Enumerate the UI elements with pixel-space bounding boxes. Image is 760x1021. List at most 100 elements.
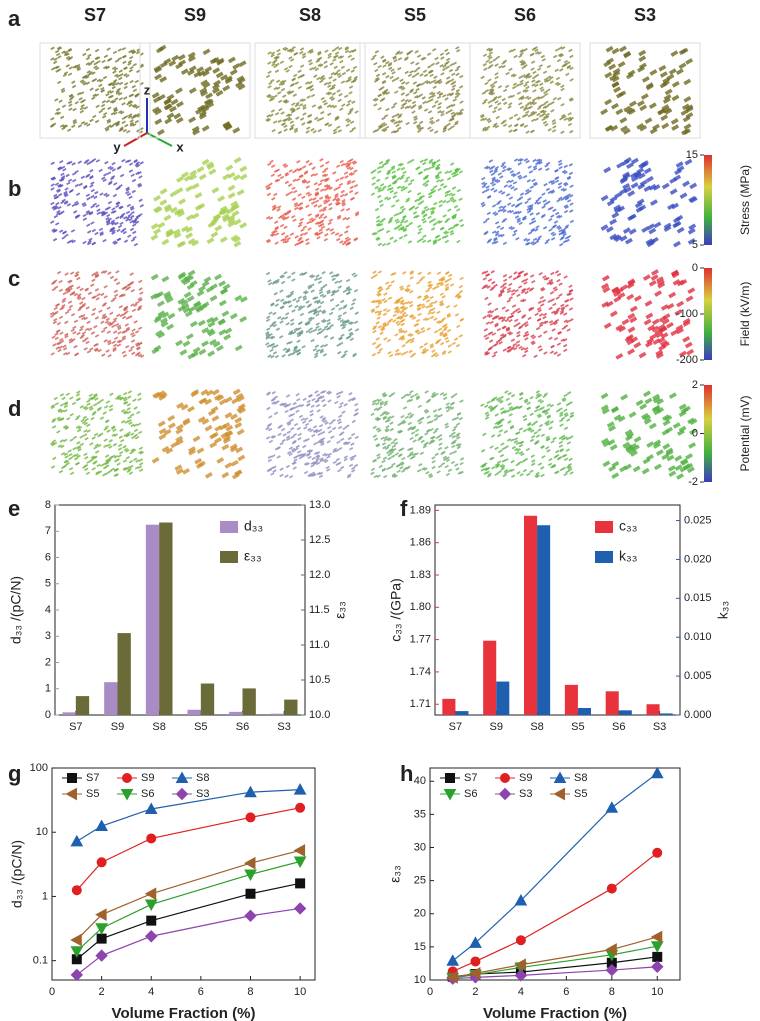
cloud-dot [306,95,311,99]
cloud-dot [126,431,131,435]
column-label: S5 [404,5,426,25]
cloud-dot [325,465,330,470]
cloud-dot [59,124,65,128]
cloud-dot [77,307,82,312]
cube-cloud [359,42,471,139]
cloud-dot [58,409,63,413]
cloud-dot [334,115,340,120]
cloud-dot [521,279,526,283]
cloud-dot [426,420,432,425]
cloud-dot [431,459,436,464]
cloud-dot [401,456,406,461]
cloud-dot [239,173,248,181]
cloud-dot [96,60,101,64]
cloud-dot [58,99,63,104]
cloud-dot [107,200,113,205]
cloud-dot [64,425,69,430]
cloud-dot [280,87,286,92]
cloud-dot [92,114,97,119]
cloud-dot [407,99,412,103]
cloud-dot [400,227,405,231]
cloud-dot [529,395,534,400]
cloud-dot [416,239,421,243]
cloud-dot [506,289,512,294]
cloud-dot [77,293,82,297]
cloud-dot [303,462,309,466]
cloud-dot [351,396,356,401]
cloud-dot [305,462,310,466]
cloud-dot [153,205,162,213]
cloud-dot [319,300,325,305]
cloud-dot [526,179,532,183]
cloud-dot [385,281,390,285]
cloud-dot [523,457,529,462]
cloud-dot [82,433,88,437]
cloud-dot [565,72,570,77]
cloud-dot [453,337,459,341]
cloud-dot [122,466,127,471]
cloud-dot [98,83,103,88]
cloud-dot [66,181,71,186]
cloud-dot [67,47,72,52]
cloud-dot [433,317,438,322]
cloud-dot [110,175,116,179]
cloud-dot [386,242,391,246]
cloud-dot [405,93,410,97]
cloud-dot [413,115,418,119]
cloud-dot [75,192,81,197]
cloud-dot [349,337,354,342]
cloud-dot [85,193,91,198]
cloud-dot [310,316,315,321]
cloud-dot [99,416,105,420]
cloud-dot [569,78,574,82]
cloud-dot [336,72,341,77]
cloud-dot [323,173,329,178]
cloud-dot [550,298,555,302]
cloud-dot [127,59,133,64]
cloud-dot [131,103,137,108]
cloud-dot [550,344,555,349]
cloud-dot [374,68,379,73]
cloud-dot [316,471,321,476]
cloud-dot [275,327,281,331]
cloud-dot [318,220,324,225]
cloud-dot [443,230,448,234]
cloud-dot [377,299,382,304]
cloud-dot [400,447,405,451]
bar [117,633,131,715]
cloud-dot [417,104,423,109]
cloud-dot [105,216,110,221]
cloud-dot [122,307,128,311]
bar [62,712,76,715]
cloud-dot [266,93,271,98]
cloud-dot [84,467,89,472]
cloud-dot [435,435,440,440]
cloud-dot [490,270,495,274]
cloud-dot [291,214,296,219]
cloud-dot [407,73,413,78]
cloud-dot [85,56,91,61]
cloud-dot [299,272,304,276]
cloud-dot [282,433,287,437]
cloud-dot [123,447,129,452]
cloud-dot [423,79,429,84]
cloud-dot [236,428,245,436]
cloud-dot [86,241,92,246]
cloud-dot [130,288,135,293]
cloud-dot [320,110,325,115]
cloud-dot [337,420,343,425]
cloud-dot [139,291,144,295]
cloud-dot [62,230,68,234]
cloud-dot [376,292,381,296]
cloud-dot [537,428,542,432]
cloud-dot [327,84,332,89]
cloud-dot [139,451,144,455]
cloud-dot [182,467,190,475]
cloud-dot [296,331,301,336]
cloud-dot [377,293,382,297]
cloud-dot [68,107,73,112]
y-tick-label: 8 [45,499,51,511]
cloud-dot [233,240,242,248]
cloud-dot [346,237,352,242]
cloud-dot [451,84,457,88]
